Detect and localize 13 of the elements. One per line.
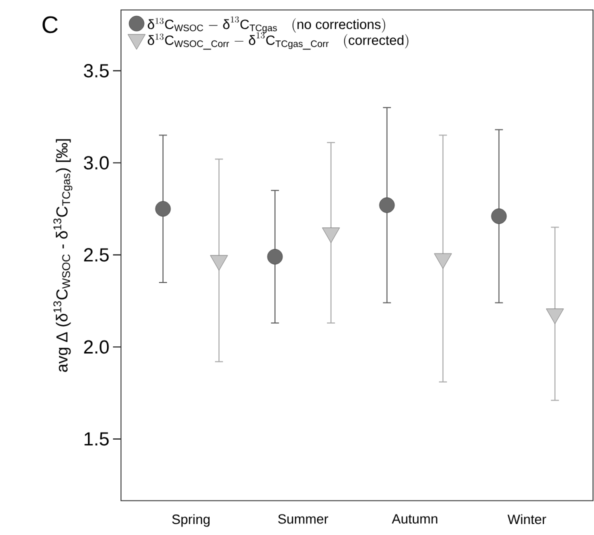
y-tick-label: 1.5: [84, 432, 109, 446]
y-tick-label: 3.5: [84, 64, 109, 78]
x-tick-label: Spring: [172, 514, 210, 527]
x-tick-label: Summer: [278, 514, 328, 524]
y-tick-label: 2.0: [84, 340, 109, 354]
x-tick-label: Autumn: [392, 514, 438, 524]
legend-label: $\mathrm{δ}^{13}\mathrm{C}_{\mathrm{WSOC\_Corr}}\mathrm{\ -\ δ}^{13}\mathrm{C}_{\mathrm{TCgas\_Corr}}\mathrm{\quad (corrected)}$: [148, 32, 408, 50]
y-tick-label: 2.5: [84, 248, 109, 262]
text: C: [42, 16, 58, 34]
x-tick-label: Winter: [508, 514, 546, 524]
text: avg Δ (δ$^{13}$C$_{WSOC}$ - δ$^{13}$C$_{TCgas}$) [‰]: [53, 139, 72, 372]
y-tick-label: 3.0: [84, 156, 109, 170]
legend-label: $\mathrm{δ}^{13}\mathrm{C}_{\mathrm{WSOC}}\mathrm{\ -\ δ}^{13}\mathrm{C}_{\mathrm{TCgas}}\mathrm{\quad (no\ corrections)}$: [148, 16, 386, 34]
